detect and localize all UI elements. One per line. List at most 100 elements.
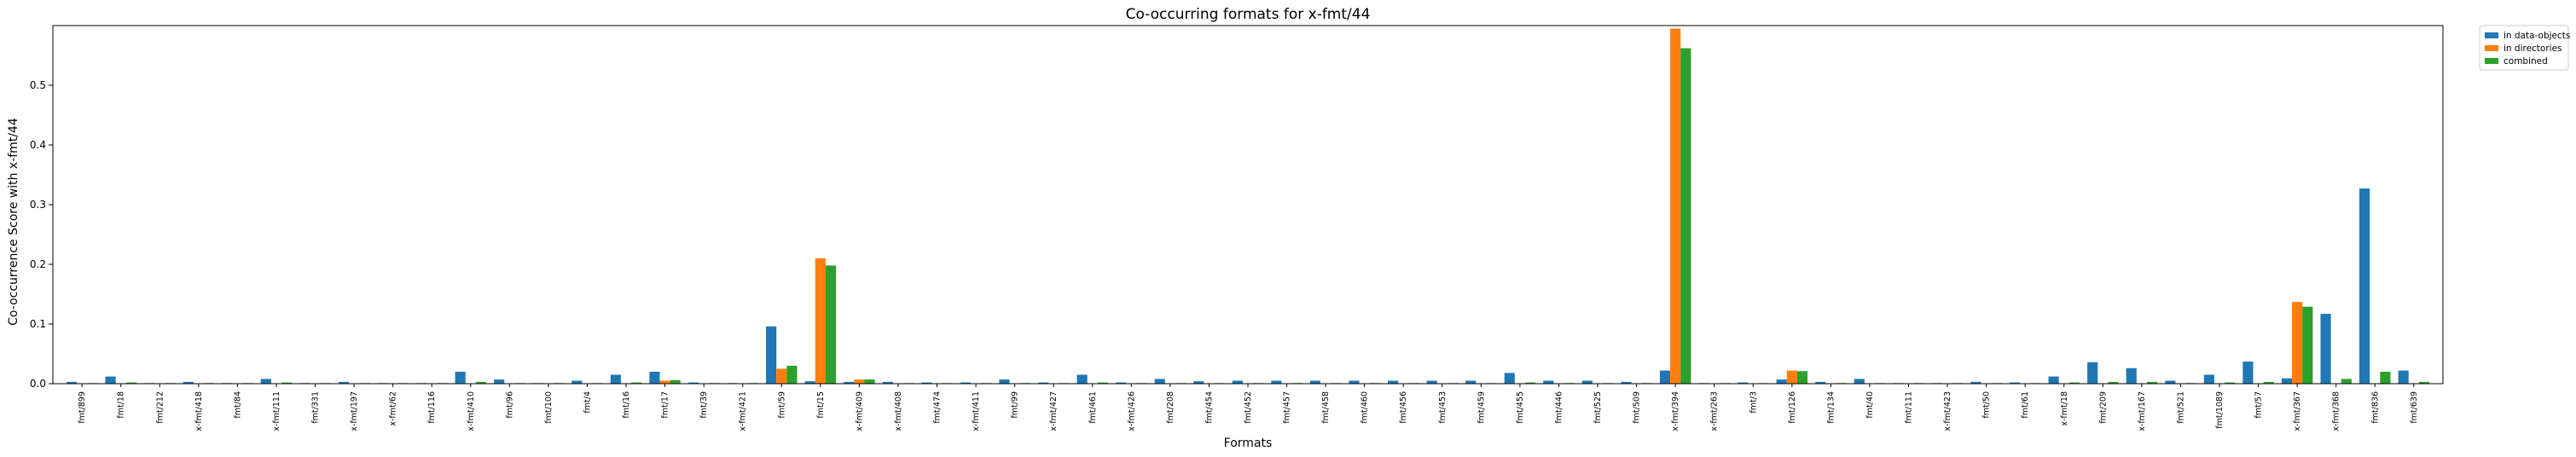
bar-in-directories-fmt-126 bbox=[1786, 370, 1797, 384]
x-tick-label: x-fmt/367 bbox=[2293, 391, 2302, 431]
x-tick-label: fmt/15 bbox=[816, 391, 826, 419]
x-tick-label: fmt/96 bbox=[505, 391, 514, 419]
x-tick-label: x-fmt/368 bbox=[2332, 391, 2341, 431]
bar-in-data-objects-fmt-15 bbox=[804, 381, 815, 384]
x-tick-label: fmt/899 bbox=[78, 391, 87, 424]
bar-combined-x-fmt-410 bbox=[475, 381, 487, 384]
bar-combined-fmt-126 bbox=[1796, 371, 1808, 384]
x-tick-label: fmt/209 bbox=[2098, 391, 2108, 424]
bar-in-data-objects-fmt-836 bbox=[2359, 188, 2370, 384]
bar-in-data-objects-fmt-460 bbox=[1349, 380, 1360, 384]
legend-swatch bbox=[2485, 45, 2498, 51]
bar-combined-x-fmt-167 bbox=[2146, 381, 2158, 384]
bar-in-data-objects-x-fmt-427 bbox=[1037, 382, 1049, 384]
bar-in-data-objects-fmt-521 bbox=[2165, 380, 2176, 384]
bar-in-directories-x-fmt-409 bbox=[854, 379, 865, 384]
x-tick-label: fmt/116 bbox=[427, 391, 437, 424]
y-tick-label: 0.1 bbox=[30, 318, 46, 330]
x-tick-label: x-fmt/394 bbox=[1671, 391, 1680, 431]
legend-swatch bbox=[2485, 32, 2498, 38]
y-axis-label: Co-occurrence Score with x-fmt/44 bbox=[7, 118, 20, 326]
bar-in-data-objects-fmt-18 bbox=[105, 376, 116, 384]
x-tick-label: fmt/455 bbox=[1516, 391, 1525, 424]
bar-in-data-objects-fmt-3 bbox=[1738, 382, 1749, 384]
y-tick-label: 0.4 bbox=[30, 139, 46, 151]
bar-in-data-objects-fmt-99 bbox=[999, 379, 1010, 384]
x-tick-label: fmt/61 bbox=[2021, 391, 2030, 419]
x-tick-label: fmt/208 bbox=[1166, 391, 1175, 424]
bar-combined-x-fmt-368 bbox=[2341, 379, 2352, 384]
bar-in-directories-fmt-15 bbox=[815, 258, 826, 384]
bar-in-data-objects-fmt-39 bbox=[688, 382, 699, 384]
x-tick-label: fmt/111 bbox=[1905, 391, 1914, 424]
bar-in-data-objects-fmt-96 bbox=[494, 379, 505, 384]
bar-in-data-objects-x-fmt-111 bbox=[260, 379, 271, 384]
bar-combined-x-fmt-367 bbox=[2302, 306, 2313, 384]
x-tick-label: fmt/509 bbox=[1633, 391, 1642, 424]
x-tick-label: x-fmt/411 bbox=[972, 391, 981, 431]
x-tick-label: fmt/456 bbox=[1399, 391, 1408, 424]
bar-in-data-objects-fmt-899 bbox=[66, 381, 78, 384]
x-tick-label: x-fmt/418 bbox=[194, 391, 204, 431]
bar-in-data-objects-fmt-461 bbox=[1076, 374, 1088, 384]
bar-combined-fmt-461 bbox=[1097, 382, 1108, 384]
bar-in-data-objects-fmt-455 bbox=[1504, 373, 1515, 384]
bar-in-data-objects-fmt-57 bbox=[2242, 362, 2254, 384]
x-tick-label: fmt/331 bbox=[311, 391, 321, 424]
x-tick-label: fmt/50 bbox=[1982, 391, 1992, 419]
x-tick-label: fmt/18 bbox=[117, 391, 126, 419]
bar-in-data-objects-x-fmt-411 bbox=[960, 382, 971, 384]
x-tick-label: fmt/99 bbox=[1011, 391, 1020, 419]
x-tick-label: fmt/460 bbox=[1361, 391, 1370, 424]
x-tick-label: x-fmt/111 bbox=[272, 391, 281, 431]
bar-combined-fmt-17 bbox=[670, 379, 681, 384]
y-tick-label: 0.0 bbox=[30, 378, 46, 390]
bar-in-data-objects-x-fmt-409 bbox=[844, 381, 855, 384]
y-tick-label: 0.2 bbox=[30, 258, 46, 270]
bar-in-data-objects-fmt-639 bbox=[2398, 370, 2409, 384]
x-tick-label: x-fmt/408 bbox=[894, 391, 903, 431]
bar-in-directories-x-fmt-394 bbox=[1670, 28, 1681, 384]
chart-title: Co-occurring formats for x-fmt/44 bbox=[1126, 6, 1371, 23]
x-tick-label: x-fmt/421 bbox=[739, 391, 748, 431]
bar-in-data-objects-x-fmt-367 bbox=[2281, 378, 2293, 384]
x-tick-label: fmt/446 bbox=[1554, 391, 1564, 424]
x-tick-label: x-fmt/197 bbox=[350, 391, 359, 431]
x-tick-label: fmt/126 bbox=[1788, 391, 1797, 424]
bar-in-directories-fmt-17 bbox=[659, 380, 670, 384]
bar-combined-fmt-639 bbox=[2418, 381, 2430, 384]
bar-in-data-objects-fmt-459 bbox=[1465, 380, 1477, 384]
bar-in-data-objects-x-fmt-394 bbox=[1659, 370, 1671, 384]
x-tick-label: x-fmt/263 bbox=[1710, 391, 1720, 431]
bar-combined-x-fmt-409 bbox=[864, 379, 875, 384]
x-tick-label: fmt/4 bbox=[583, 391, 592, 414]
bar-in-data-objects-fmt-474 bbox=[921, 382, 932, 384]
x-tick-label: x-fmt/18 bbox=[2060, 391, 2069, 426]
y-tick-label: 0.3 bbox=[30, 199, 46, 211]
bar-in-data-objects-fmt-50 bbox=[1970, 381, 1981, 384]
x-tick-label: fmt/100 bbox=[544, 391, 554, 424]
bar-combined-x-fmt-111 bbox=[281, 382, 293, 384]
x-tick-label: fmt/40 bbox=[1865, 391, 1875, 419]
x-tick-label: fmt/1089 bbox=[2215, 391, 2225, 429]
legend-box bbox=[2479, 25, 2569, 71]
bar-combined-x-fmt-18 bbox=[2068, 382, 2080, 384]
y-tick-label: 0.5 bbox=[30, 79, 46, 91]
x-tick-label: x-fmt/410 bbox=[467, 391, 476, 431]
bar-in-data-objects-fmt-4 bbox=[571, 380, 583, 384]
bar-in-data-objects-fmt-453 bbox=[1426, 380, 1437, 384]
bar-combined-fmt-16 bbox=[631, 382, 642, 384]
x-tick-label: fmt/474 bbox=[933, 391, 943, 424]
x-tick-label: fmt/39 bbox=[699, 391, 709, 419]
bar-combined-fmt-59 bbox=[786, 366, 798, 384]
legend-label: in data-objects bbox=[2503, 31, 2570, 41]
bar-in-data-objects-fmt-452 bbox=[1232, 380, 1243, 384]
bar-in-data-objects-x-fmt-418 bbox=[183, 381, 194, 384]
bar-in-data-objects-fmt-456 bbox=[1388, 380, 1399, 384]
x-tick-label: fmt/3 bbox=[1749, 391, 1758, 414]
legend-swatch bbox=[2485, 58, 2498, 64]
bar-in-data-objects-fmt-59 bbox=[766, 326, 777, 384]
x-tick-label: fmt/57 bbox=[2254, 391, 2264, 419]
bar-in-data-objects-fmt-126 bbox=[1776, 379, 1787, 384]
